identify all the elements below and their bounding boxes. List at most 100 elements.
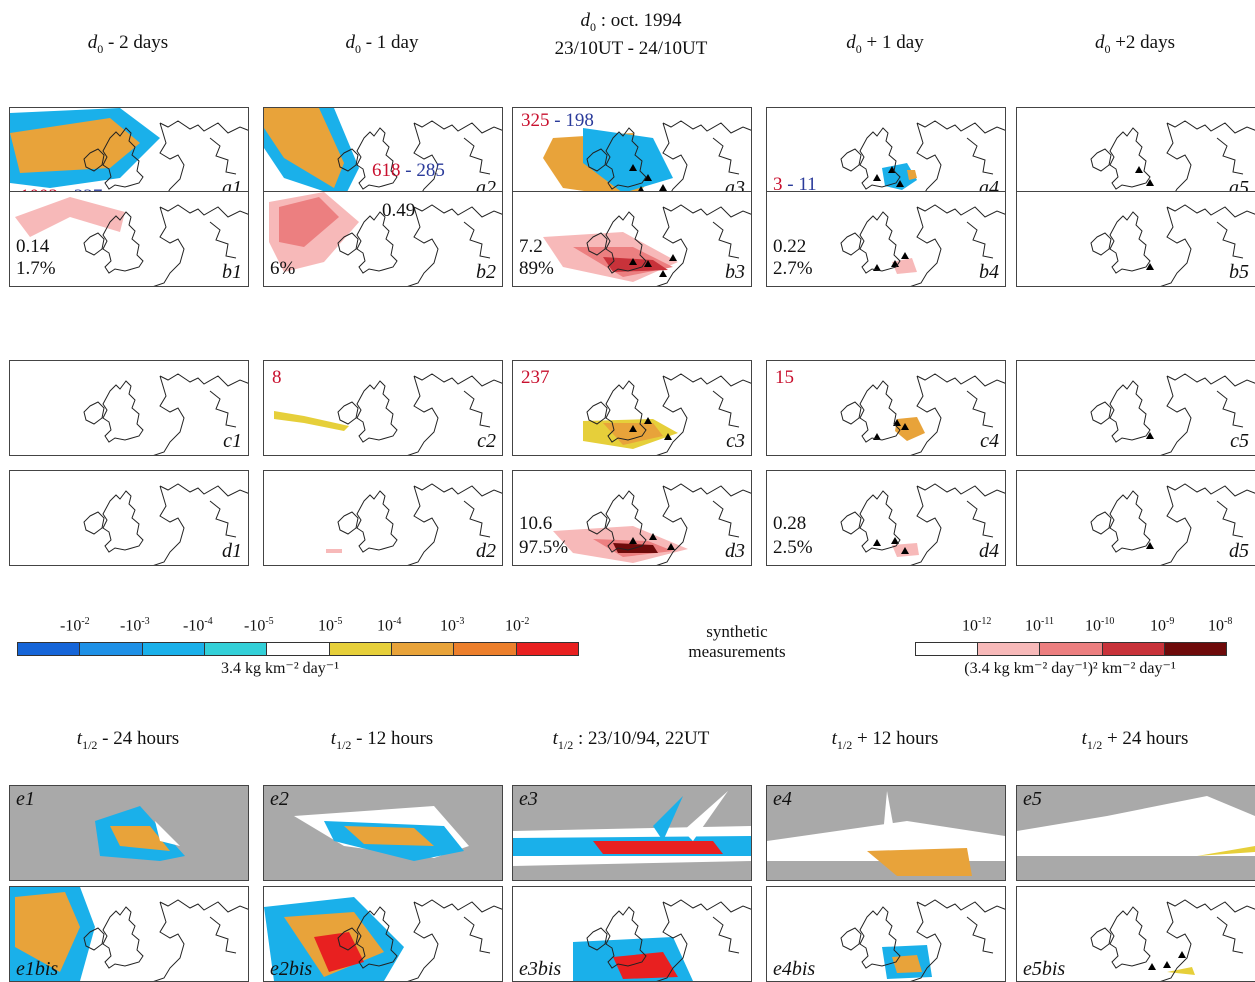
panel-label: e1bis (16, 958, 59, 980)
station-marker (901, 547, 909, 554)
panel-map-e1bis (10, 887, 248, 981)
coastline-map (586, 204, 751, 286)
left_colorbar-tick: -10-3 (120, 616, 150, 635)
panel-map-a4 (840, 120, 1005, 202)
sensitivity-percent: 89% (519, 258, 554, 279)
bottom-header-sub: 1/2 (336, 737, 352, 752)
sensitivity-percent: 6% (270, 258, 296, 279)
station-marker (893, 419, 901, 426)
field-high (613, 952, 678, 979)
top-header-var: d (1094, 32, 1105, 53)
panel-c1: c1 (9, 360, 249, 456)
top-header-text: : oct. 1994 (596, 10, 682, 31)
coastline-map (83, 483, 248, 565)
right_colorbar-swatch (916, 643, 979, 655)
coastline-map (586, 120, 751, 202)
spike-zero (683, 791, 728, 841)
panel-label: c4 (980, 430, 999, 452)
station-marker (901, 252, 909, 259)
panel-a2: a2 618 - 285 (263, 107, 503, 203)
top-header-line2: 23/10UT - 24/10UT (554, 37, 708, 59)
left_colorbar-unit: 3.4 kg km⁻² day⁻¹ (220, 660, 340, 677)
panel-label: e5 (1023, 788, 1042, 810)
station-marker (659, 270, 667, 277)
panel-label: b4 (979, 261, 999, 283)
field-zero (155, 821, 180, 846)
station-marker (644, 174, 652, 181)
coastline-map (1090, 899, 1255, 981)
left_colorbar-swatch (516, 643, 578, 655)
field-zero (1017, 796, 1255, 856)
tick-base: 10 (1085, 617, 1101, 635)
field-positive (110, 826, 170, 851)
bottom-header-1: t1/2 - 24 hours (9, 728, 247, 756)
synthetic-line2: measurements (688, 642, 786, 661)
panel-map-c4 (840, 373, 1005, 455)
right_colorbar-swatch (1102, 643, 1165, 655)
panel-b5: b5 (1016, 191, 1255, 287)
sensitivity-percent: 1.7% (16, 258, 56, 279)
tick-base: 10 (1208, 617, 1224, 635)
coastline-map (586, 483, 751, 565)
tick-base: 10 (440, 617, 456, 635)
left_colorbar-tick: 10-3 (440, 616, 464, 635)
tick-exponent: -3 (141, 616, 150, 627)
tick-base: 10 (1150, 617, 1166, 635)
coastline-map (1090, 483, 1255, 565)
top-header-sub: 0 (354, 41, 361, 56)
panel-map-d2 (326, 483, 502, 565)
field-positive (895, 417, 925, 441)
coastline-map (337, 483, 502, 565)
synthetic-measurements-label: synthetic measurements (662, 622, 812, 662)
bottom-header-var: t (1081, 728, 1087, 749)
panel-label: e5bis (1023, 958, 1066, 980)
field-positive (907, 170, 917, 180)
top-header-2: d0 - 1 day (263, 32, 501, 60)
spike-zero (882, 791, 897, 846)
field-high (314, 932, 364, 972)
panel-e4: e4 (766, 785, 1006, 881)
panel-map-a1 (10, 108, 248, 202)
coastline-map (1090, 204, 1255, 286)
tick-base: -10 (244, 617, 266, 635)
station-marker (664, 433, 672, 440)
field-positive (344, 826, 434, 846)
left_colorbar-swatch (329, 643, 392, 655)
tick-base: 10 (1025, 617, 1041, 635)
panel-map-b5 (1090, 204, 1255, 286)
left_colorbar-swatch (391, 643, 455, 655)
panel-label: b2 (476, 261, 496, 283)
panel-map-e5 (1017, 796, 1255, 856)
tick-exponent: -11 (1041, 616, 1054, 627)
left_colorbar-tick: -10-2 (60, 616, 90, 635)
bottom-header-3: t1/2 : 23/10/94, 22UT (512, 728, 750, 756)
station-marker (1135, 166, 1143, 173)
bottom-header-var: t (330, 728, 337, 749)
panel-e2: e2 (263, 785, 503, 881)
field-positive (10, 118, 140, 173)
panel-c5: c5 (1016, 360, 1255, 456)
panel-map-a3 (543, 120, 751, 202)
tick-exponent: -8 (1224, 616, 1233, 627)
left_colorbar-tick: -10-4 (183, 616, 213, 635)
right_colorbar-unit: (3.4 kg km⁻² day⁻¹)² km⁻² day⁻¹ (964, 660, 1176, 677)
panel-e1: e1 (9, 785, 249, 881)
bottom-header-sub: 1/2 (557, 737, 574, 752)
synthetic-line1: synthetic (706, 622, 768, 641)
sensitivity-percent: 2.7% (773, 258, 813, 279)
top-header-sub: 0 (97, 41, 104, 56)
coastline-map (337, 120, 502, 202)
top-header-4: d0 + 1 day (766, 32, 1004, 60)
panel-map-e1 (95, 806, 185, 861)
positive-flux: 3 (773, 174, 783, 195)
bottom-header-text: : 23/10/94, 22UT (573, 728, 710, 749)
panel-d5: d5 (1016, 470, 1255, 566)
right_colorbar-swatch (1040, 643, 1103, 655)
sensitivity-percent: 97.5% (519, 537, 569, 558)
field-positive (264, 108, 344, 188)
station-marker (891, 537, 899, 544)
panel-b2: b2 0.49 6% (263, 191, 503, 287)
right_colorbar-tick: 10-9 (1150, 616, 1174, 635)
panel-label: e4bis (773, 958, 816, 980)
panel-e2bis: e2bis (263, 886, 503, 982)
